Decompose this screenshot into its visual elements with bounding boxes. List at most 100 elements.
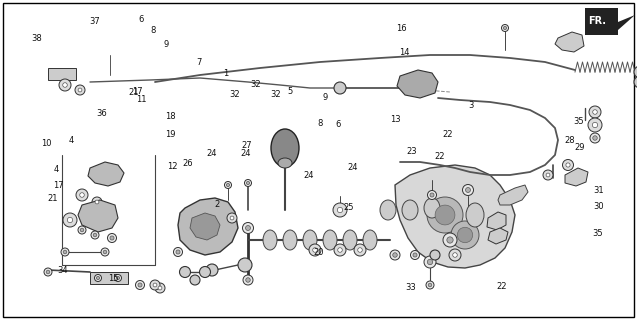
Text: 18: 18 — [166, 112, 176, 121]
Text: 30: 30 — [594, 202, 604, 211]
Text: 21: 21 — [129, 88, 139, 97]
Circle shape — [501, 25, 508, 31]
Text: 8: 8 — [150, 26, 155, 35]
Circle shape — [150, 280, 160, 290]
Text: 26: 26 — [182, 159, 192, 168]
Polygon shape — [78, 200, 118, 232]
Text: 14: 14 — [399, 48, 410, 57]
Circle shape — [75, 85, 85, 95]
Circle shape — [338, 248, 342, 252]
Circle shape — [503, 27, 506, 29]
Circle shape — [426, 281, 434, 289]
Circle shape — [243, 275, 253, 285]
Circle shape — [333, 203, 347, 217]
Circle shape — [451, 221, 479, 249]
Ellipse shape — [343, 230, 357, 250]
Circle shape — [245, 180, 252, 187]
Bar — [90, 272, 128, 284]
Text: 35: 35 — [592, 229, 603, 238]
Polygon shape — [565, 168, 588, 186]
Ellipse shape — [263, 230, 277, 250]
Text: 8: 8 — [318, 119, 323, 128]
Text: 32: 32 — [251, 80, 261, 89]
Circle shape — [247, 181, 250, 185]
Circle shape — [592, 110, 598, 114]
Text: 9: 9 — [164, 40, 169, 49]
Circle shape — [453, 253, 457, 257]
Circle shape — [110, 236, 114, 240]
Text: 20: 20 — [313, 248, 324, 257]
Circle shape — [117, 276, 120, 280]
Circle shape — [427, 190, 436, 199]
Circle shape — [428, 283, 432, 287]
Circle shape — [435, 205, 455, 225]
Circle shape — [566, 163, 570, 167]
Text: 19: 19 — [166, 130, 176, 139]
Circle shape — [462, 185, 473, 196]
Circle shape — [592, 122, 598, 128]
Circle shape — [176, 250, 180, 254]
Text: 6: 6 — [335, 120, 340, 129]
Circle shape — [190, 275, 200, 285]
Circle shape — [334, 244, 346, 256]
Circle shape — [78, 226, 86, 234]
Circle shape — [245, 226, 250, 230]
Circle shape — [108, 234, 117, 243]
Polygon shape — [487, 212, 506, 230]
Circle shape — [227, 213, 237, 223]
Circle shape — [62, 83, 68, 87]
Text: 28: 28 — [565, 136, 575, 145]
Text: 22: 22 — [497, 282, 507, 291]
Polygon shape — [178, 198, 238, 255]
Circle shape — [243, 222, 254, 234]
Text: 5: 5 — [287, 87, 292, 96]
Circle shape — [136, 281, 145, 290]
Text: 32: 32 — [270, 90, 280, 99]
Circle shape — [47, 270, 50, 274]
Circle shape — [76, 189, 88, 201]
Polygon shape — [397, 70, 438, 98]
Text: 31: 31 — [594, 186, 604, 195]
Circle shape — [180, 267, 190, 277]
Circle shape — [44, 268, 52, 276]
Circle shape — [427, 259, 433, 265]
Text: 22: 22 — [434, 152, 445, 161]
Text: 23: 23 — [407, 148, 417, 156]
Circle shape — [115, 275, 122, 282]
Circle shape — [246, 278, 250, 282]
Text: 38: 38 — [32, 34, 42, 43]
Circle shape — [103, 250, 107, 254]
Circle shape — [449, 249, 461, 261]
Circle shape — [562, 159, 573, 171]
Text: 4: 4 — [69, 136, 74, 145]
Circle shape — [91, 231, 99, 239]
Circle shape — [334, 82, 346, 94]
Circle shape — [78, 88, 82, 92]
Text: 16: 16 — [396, 24, 406, 33]
Circle shape — [424, 256, 436, 268]
Circle shape — [199, 267, 210, 277]
Text: 27: 27 — [242, 141, 252, 150]
Circle shape — [590, 133, 600, 143]
Circle shape — [95, 200, 99, 204]
Circle shape — [155, 283, 165, 293]
Text: 17: 17 — [54, 181, 64, 190]
Text: FR.: FR. — [588, 16, 606, 26]
Circle shape — [226, 183, 229, 187]
Text: 13: 13 — [390, 116, 400, 124]
Circle shape — [61, 248, 69, 256]
Ellipse shape — [283, 230, 297, 250]
Text: 10: 10 — [41, 140, 51, 148]
Text: 25: 25 — [344, 204, 354, 212]
Text: 2: 2 — [214, 200, 219, 209]
Circle shape — [634, 76, 637, 88]
Text: 32: 32 — [229, 90, 240, 99]
Text: 24: 24 — [240, 149, 250, 158]
Circle shape — [80, 228, 84, 232]
Circle shape — [443, 233, 457, 247]
Circle shape — [354, 244, 366, 256]
Text: 17: 17 — [132, 87, 142, 96]
Polygon shape — [555, 32, 584, 52]
Text: 36: 36 — [97, 109, 107, 118]
Text: 21: 21 — [47, 194, 57, 203]
